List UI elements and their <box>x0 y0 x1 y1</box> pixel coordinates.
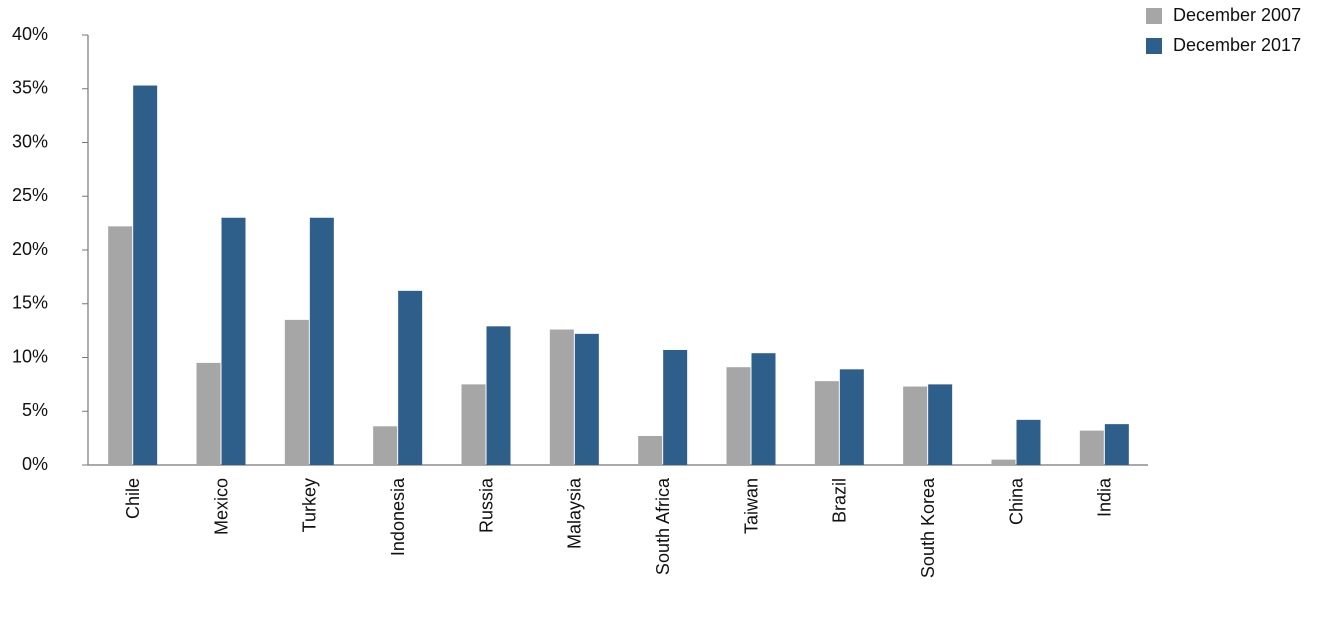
x-tick-label: Mexico <box>211 478 231 535</box>
bar <box>196 362 221 465</box>
bar <box>221 217 246 465</box>
bar <box>638 435 663 465</box>
bar <box>1016 419 1041 465</box>
bar <box>398 290 423 465</box>
x-tick-label: Brazil <box>830 478 850 523</box>
bar <box>373 426 398 465</box>
bar <box>1104 424 1129 465</box>
legend-swatch <box>1146 38 1162 54</box>
bar <box>1079 430 1104 465</box>
y-tick-label: 20% <box>12 239 48 259</box>
legend-swatch <box>1146 8 1162 24</box>
legend-label: December 2017 <box>1173 35 1301 55</box>
x-tick-label: South Korea <box>918 477 938 578</box>
bar <box>928 384 953 465</box>
y-tick-label: 30% <box>12 131 48 151</box>
y-tick-label: 10% <box>12 346 48 366</box>
x-tick-label: Turkey <box>300 478 320 532</box>
x-tick-label: Chile <box>123 478 143 519</box>
y-tick-label: 35% <box>12 78 48 98</box>
bar <box>309 217 334 465</box>
bar <box>726 367 751 465</box>
bar <box>814 381 839 465</box>
bar <box>549 329 574 465</box>
bar <box>461 384 486 465</box>
y-tick-label: 25% <box>12 185 48 205</box>
bar <box>903 386 928 465</box>
legend-label: December 2007 <box>1173 5 1301 25</box>
y-tick-label: 0% <box>22 454 48 474</box>
x-tick-label: Taiwan <box>741 478 761 534</box>
x-tick-label: Russia <box>476 477 496 533</box>
bar <box>663 349 688 465</box>
bar <box>133 85 158 466</box>
bar <box>751 353 776 465</box>
x-tick-label: Malaysia <box>565 477 585 549</box>
x-tick-label: China <box>1006 477 1026 525</box>
bar <box>108 226 133 465</box>
bar <box>839 369 864 465</box>
bar <box>284 319 309 465</box>
x-tick-label: India <box>1095 477 1115 517</box>
x-tick-label: Indonesia <box>388 477 408 556</box>
y-tick-label: 15% <box>12 293 48 313</box>
bar <box>486 326 511 465</box>
x-tick-label: South Africa <box>653 477 673 575</box>
bar <box>991 459 1016 465</box>
bar <box>574 333 599 465</box>
y-tick-label: 5% <box>22 400 48 420</box>
y-tick-label: 40% <box>12 24 48 44</box>
